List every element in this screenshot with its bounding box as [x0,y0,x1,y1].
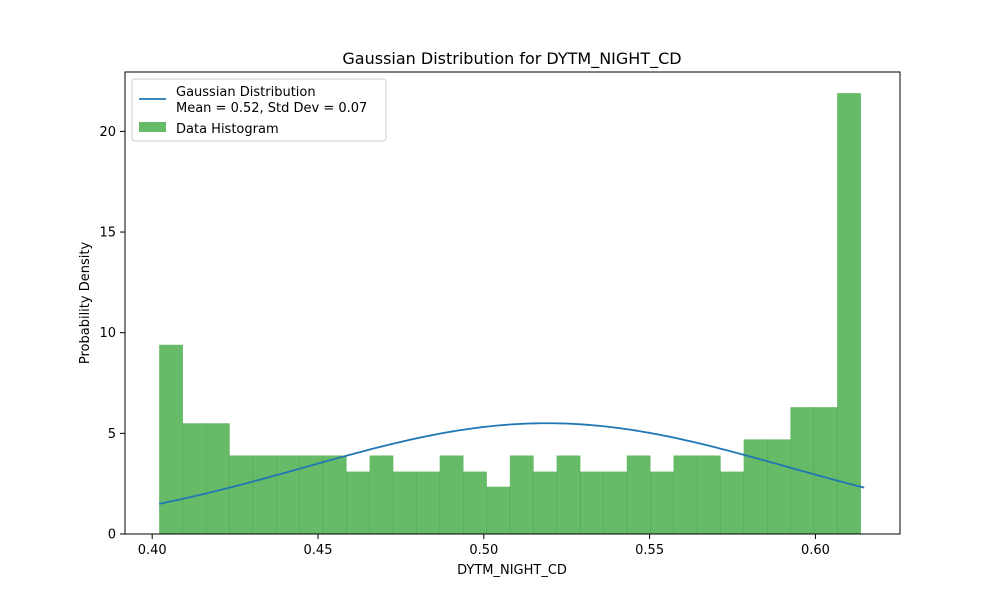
x-tick-label: 0.55 [635,543,664,558]
histogram-bar [159,344,183,534]
x-tick-label: 0.45 [304,543,333,558]
y-tick-label: 20 [99,125,116,140]
histogram-bar [346,471,370,534]
histogram-bar [439,455,464,534]
y-axis-ticks: 0 5 10 15 20 [99,125,125,543]
histogram-bar [416,471,441,534]
y-tick-label: 10 [99,326,116,341]
y-tick-label: 0 [108,528,116,543]
histogram-bar [182,423,207,534]
histogram-bar [837,93,861,534]
legend-gaussian-label-line1: Gaussian Distribution [176,85,316,100]
x-tick-label: 0.60 [801,543,830,558]
histogram-bar [743,439,768,534]
x-axis-ticks: 0.40 0.45 0.50 0.55 0.60 [138,534,830,558]
y-tick-label: 15 [99,226,116,241]
y-axis-label: Probability Density [78,242,93,365]
histogram-bar [696,455,721,534]
legend: Gaussian Distribution Mean = 0.52, Std D… [131,78,387,142]
histogram-bar [603,471,628,534]
histogram-bar [369,455,394,534]
histogram-bar [486,486,511,534]
histogram-bar [509,455,534,534]
plot-frame [124,71,901,535]
x-axis-label: DYTM_NIGHT_CD [457,563,567,578]
chart-title: Gaussian Distribution for DYTM_NIGHT_CD [342,49,681,69]
gaussian-curve [158,422,865,505]
x-tick-label: 0.50 [469,543,498,558]
histogram-bar [252,455,277,534]
histogram-bar [813,407,838,534]
histogram-bar [276,455,300,534]
histogram-bar [626,455,651,534]
histogram-bar [767,439,791,534]
histogram-bar [322,455,347,534]
histogram-bar [533,471,558,534]
legend-histogram-swatch [139,122,166,132]
histogram-bar [229,455,254,534]
legend-box [131,78,387,142]
histogram-bar [299,455,324,534]
histogram-bar [463,471,487,534]
histogram-bar [720,471,745,534]
histogram-bar [392,471,417,534]
x-tick-label: 0.40 [138,543,167,558]
histogram-bar [650,471,674,534]
legend-histogram-label: Data Histogram [176,122,279,137]
histogram-bar [579,471,604,534]
y-tick-label: 5 [108,427,116,442]
histogram-bar [205,423,230,534]
histogram-bar [673,455,698,534]
histogram-bar [556,455,581,534]
legend-gaussian-label-line2: Mean = 0.52, Std Dev = 0.07 [176,101,367,116]
